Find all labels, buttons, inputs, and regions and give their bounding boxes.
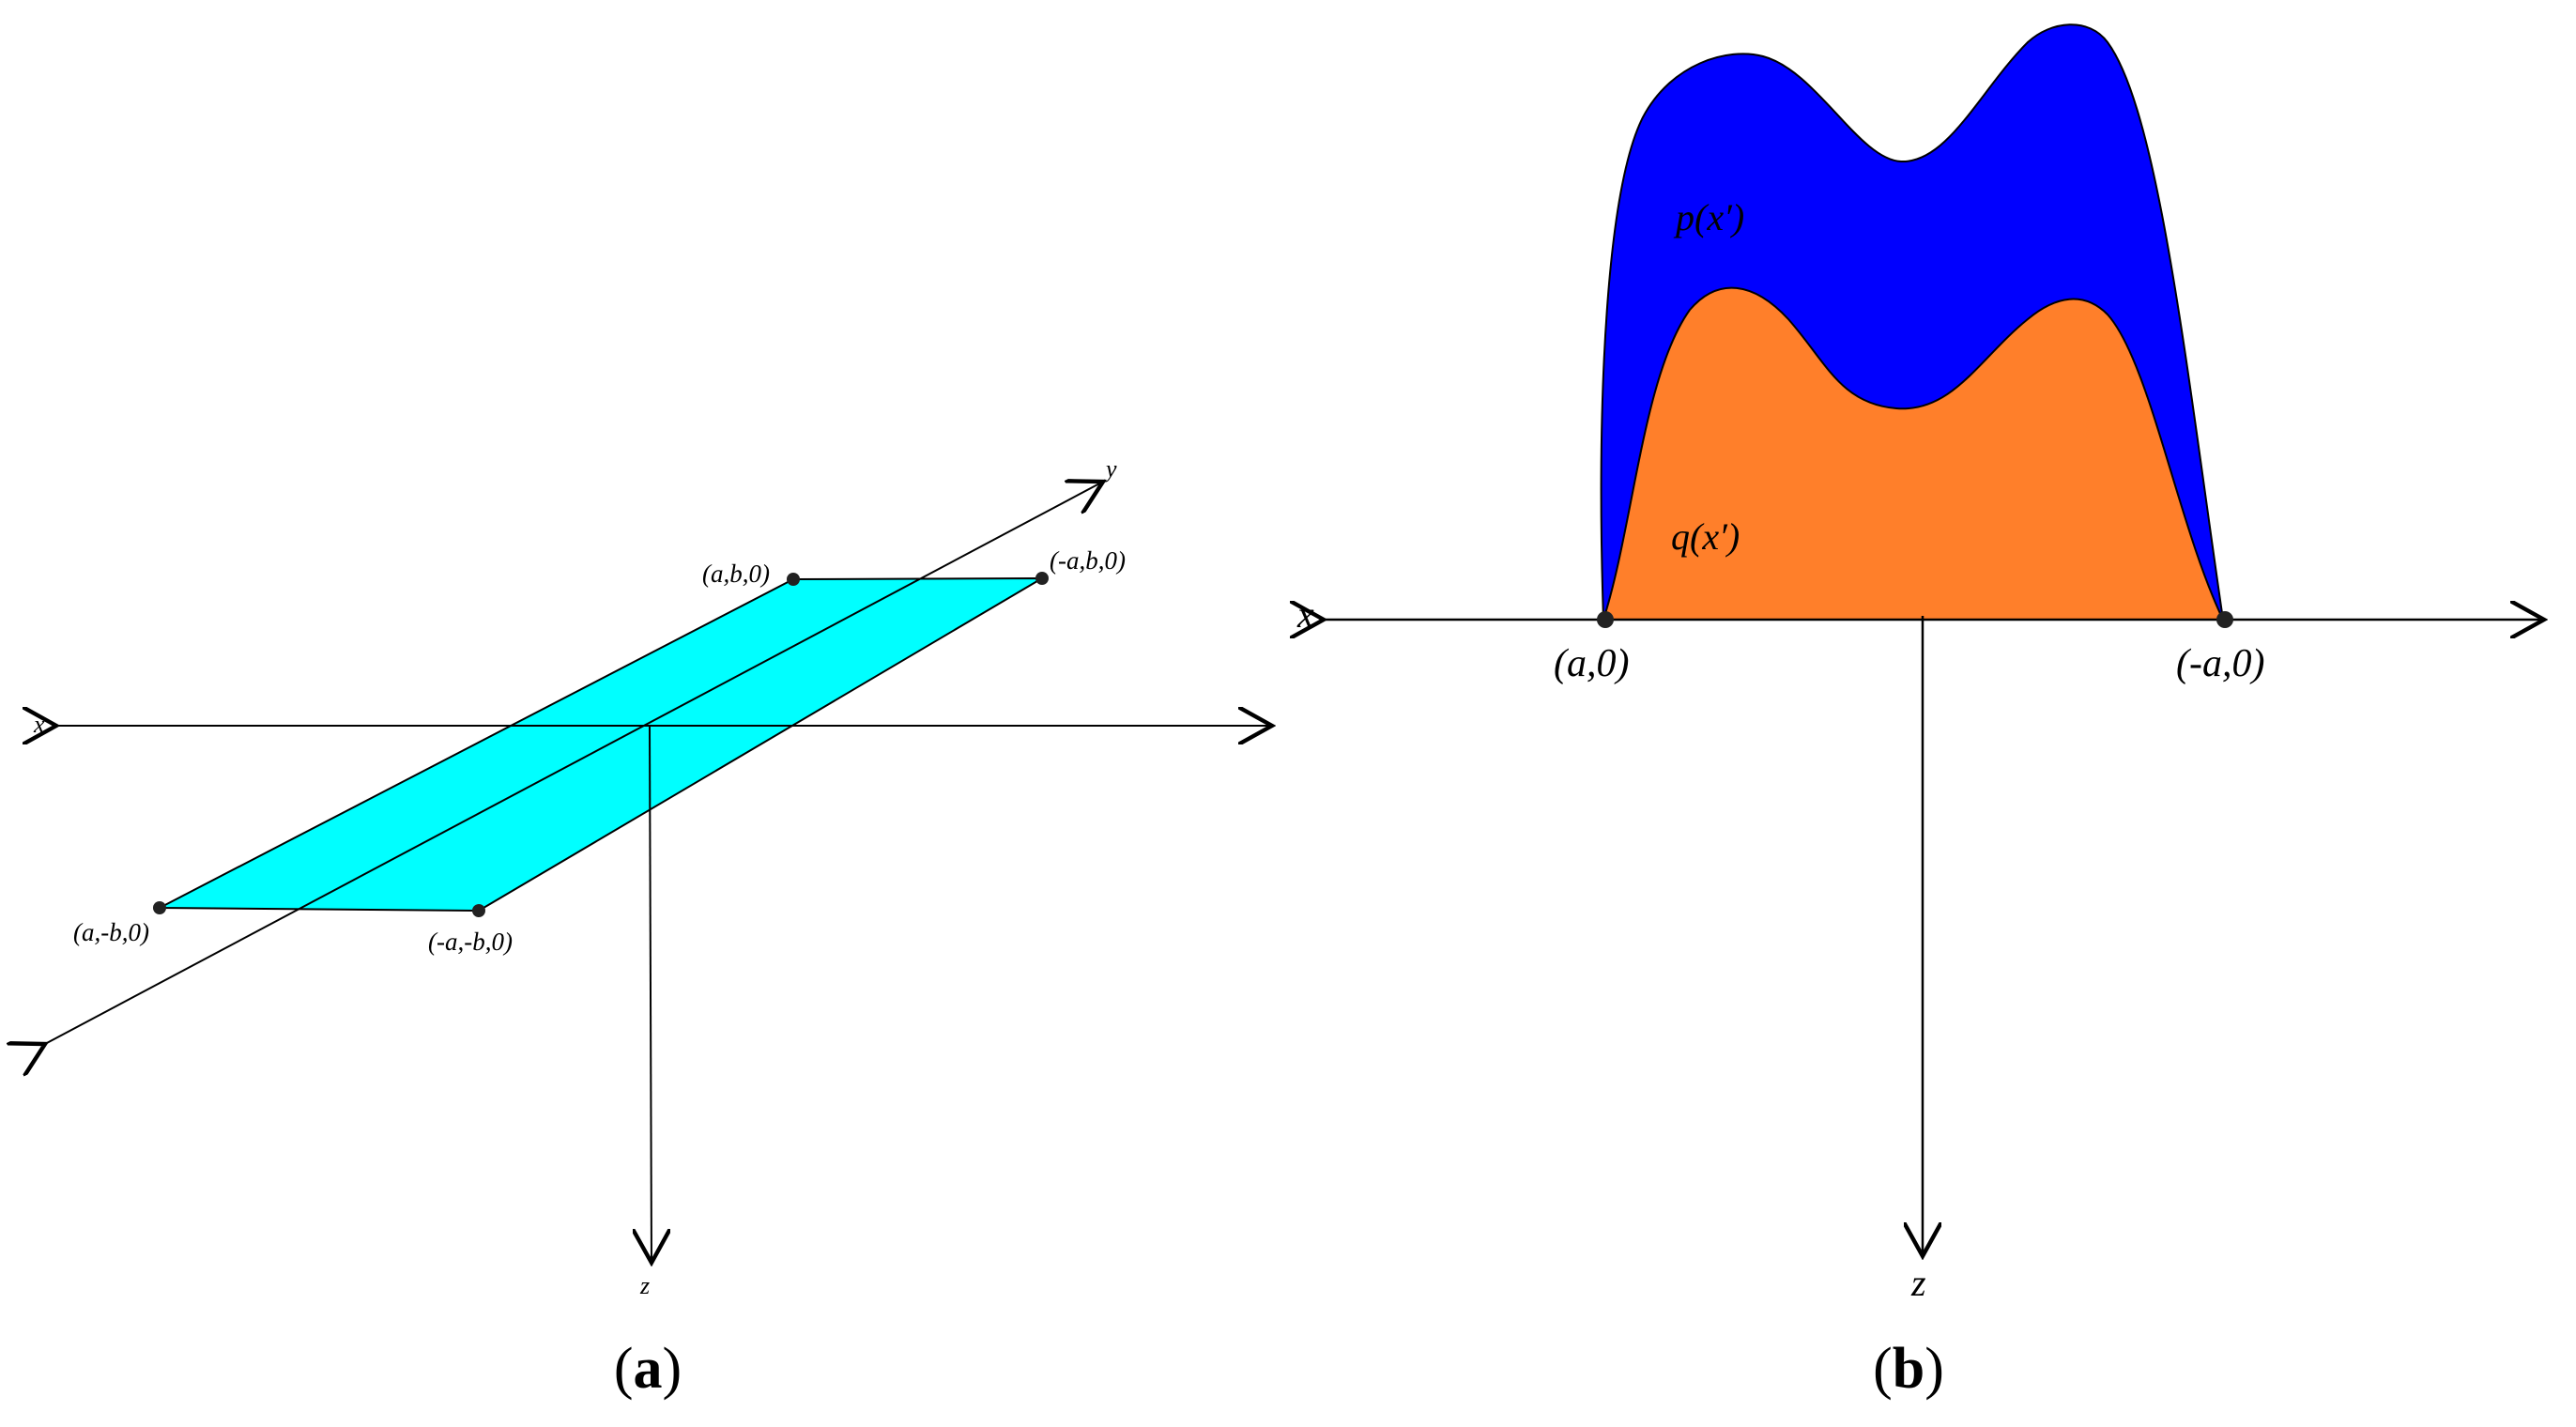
- corner-point: [787, 573, 800, 586]
- y-axis-label-a: y: [1103, 455, 1117, 483]
- x-axis-label-a: x: [33, 711, 45, 738]
- endpoint: [1597, 611, 1614, 628]
- region-q: [1602, 286, 2225, 621]
- panel-a: x y z (a,b,0) (-a,b,0) (a,-b,0) (-a,-b,0…: [33, 455, 1272, 1401]
- panel-b: x z (a,0) (-a,0) p(x′) q(x′) (b): [1296, 23, 2544, 1401]
- corner-label-top-right: (-a,b,0): [1050, 546, 1126, 575]
- point-label-left: (a,0): [1554, 642, 1629, 685]
- z-axis-label-a: z: [639, 1272, 650, 1299]
- caption-a: (a): [614, 1337, 682, 1401]
- plate: [159, 576, 1046, 913]
- region-label-q: q(x′): [1671, 515, 1740, 558]
- endpoint: [2216, 611, 2233, 628]
- corner-point: [153, 901, 166, 914]
- region-label-p: p(x′): [1673, 196, 1744, 238]
- corner-point: [472, 904, 485, 917]
- z-axis-a: [650, 725, 652, 1263]
- x-axis-label-b: x: [1296, 593, 1314, 636]
- corner-label-bottom-right: (-a,-b,0): [428, 928, 513, 956]
- y-axis-a: [45, 482, 1103, 1044]
- corner-label-top-left: (a,b,0): [702, 560, 770, 588]
- point-label-right: (-a,0): [2176, 642, 2264, 685]
- corner-point: [1035, 572, 1049, 585]
- corner-label-bottom-left: (a,-b,0): [73, 918, 149, 946]
- z-axis-label-b: z: [1910, 1262, 1926, 1304]
- caption-b: (b): [1873, 1337, 1944, 1401]
